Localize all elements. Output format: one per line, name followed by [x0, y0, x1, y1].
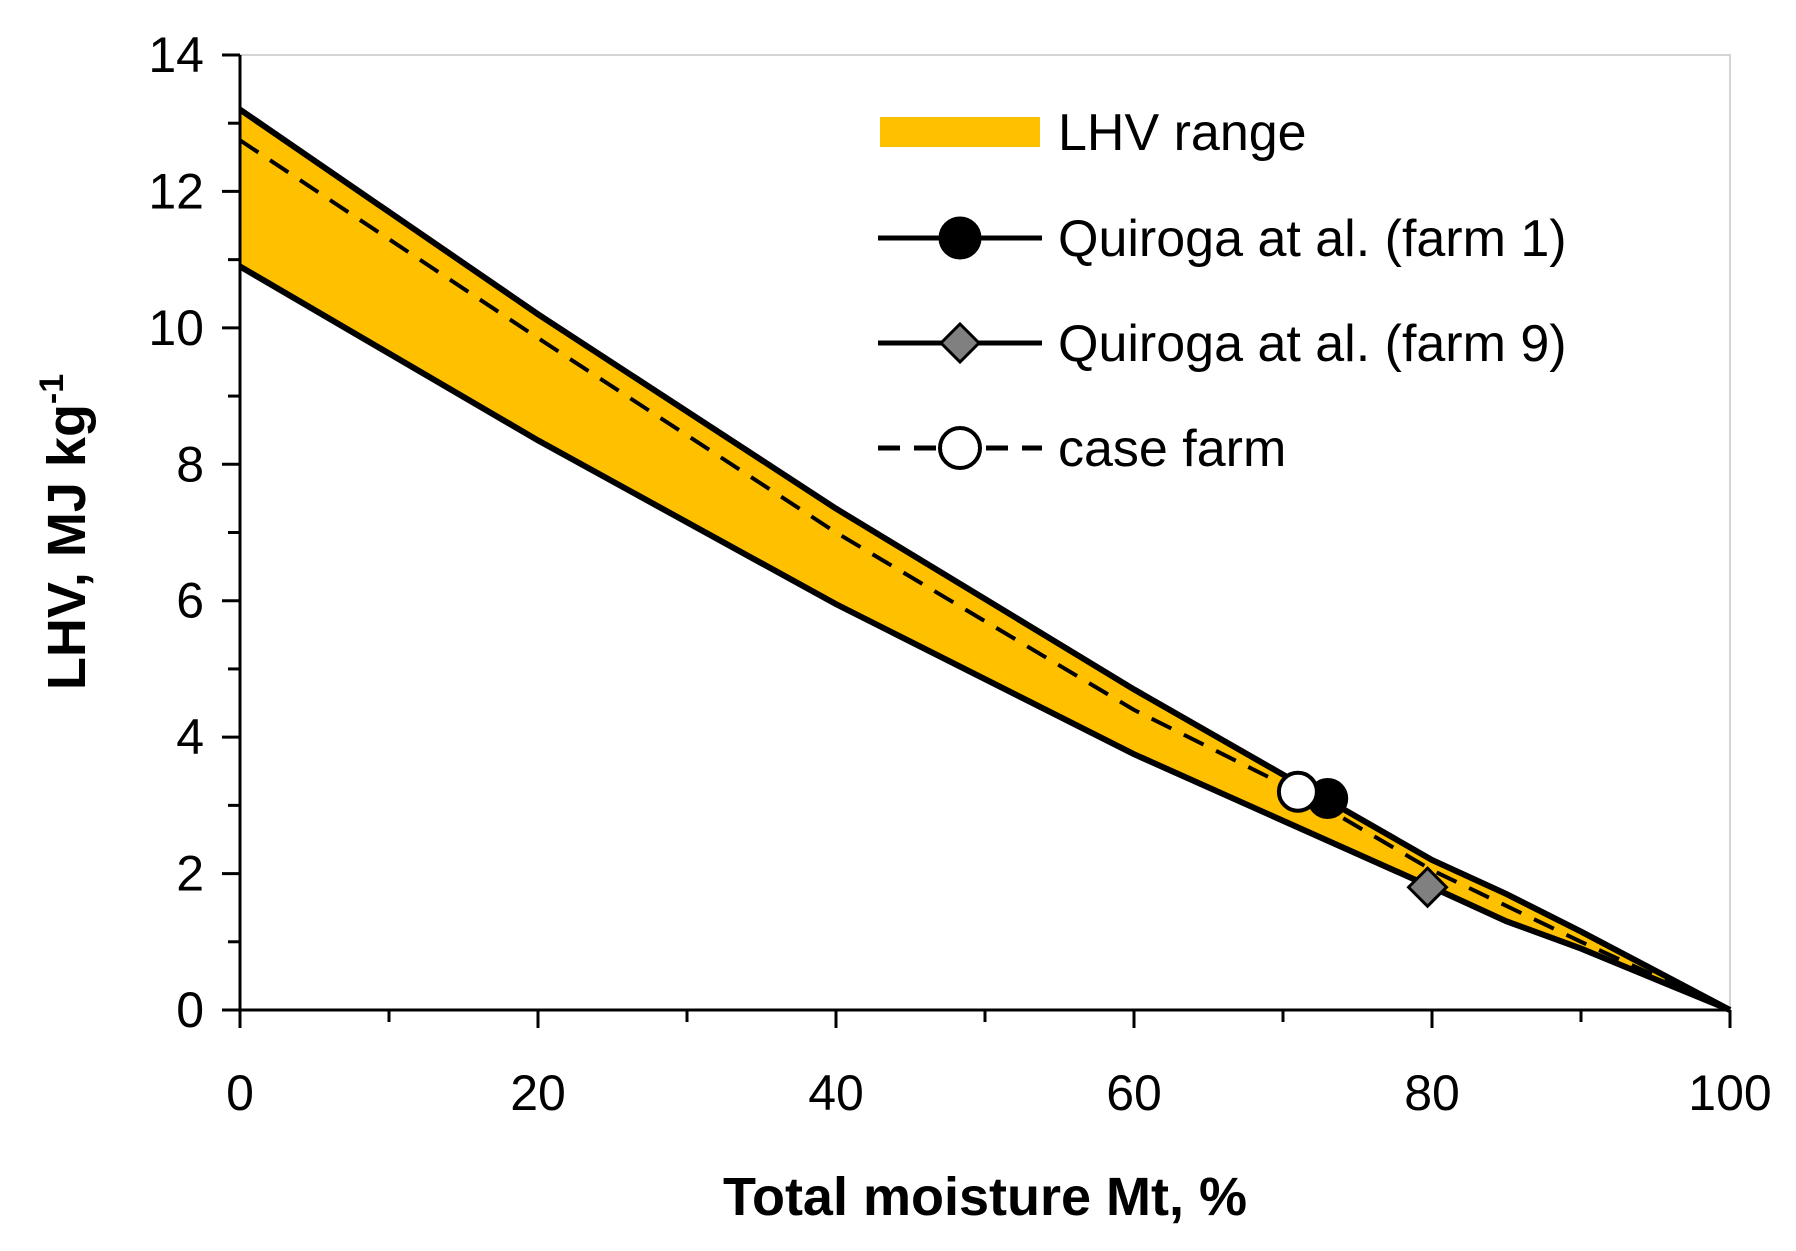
x-tick-label: 40: [808, 1065, 864, 1121]
case-farm-data-point: [1276, 770, 1319, 813]
legend-farm1-marker: [938, 216, 982, 260]
legend-item-farm1: Quiroga at al. (farm 1): [878, 210, 1567, 268]
x-axis-title: Total moisture Mt, %: [723, 1167, 1247, 1227]
y-axis-title-superscript: -1: [33, 374, 71, 404]
legend-range-label: LHV range: [1058, 104, 1307, 162]
y-tick-label: 14: [148, 27, 204, 83]
plot-frame: [239, 54, 1731, 1011]
y-tick-label: 2: [176, 846, 204, 902]
legend: LHV range Quiroga at al. (farm 1) Quirog…: [878, 104, 1567, 478]
axes: 0 2 4 6 8 10 12 14 0 20 40 60 80 100: [148, 27, 1771, 1121]
x-tick-label: 80: [1404, 1065, 1460, 1121]
legend-item-case: case farm: [878, 420, 1286, 478]
legend-item-farm9: Quiroga at al. (farm 9): [878, 315, 1567, 373]
data-markers: [1276, 770, 1449, 909]
legend-item-range: LHV range: [880, 104, 1307, 162]
x-tick-label: 20: [510, 1065, 566, 1121]
legend-farm9-marker: [938, 321, 982, 365]
plot-area: [239, 54, 1731, 1011]
y-tick-label: 10: [148, 300, 204, 356]
y-tick-label: 0: [176, 982, 204, 1038]
legend-farm9-label: Quiroga at al. (farm 9): [1058, 315, 1567, 373]
y-tick-label: 6: [176, 573, 204, 629]
y-axis-title-main: LHV, MJ kg: [37, 404, 97, 690]
legend-farm1-label: Quiroga at al. (farm 1): [1058, 210, 1567, 268]
legend-case-label: case farm: [1058, 420, 1286, 478]
legend-case-marker: [938, 426, 982, 470]
y-tick-label: 8: [176, 436, 204, 492]
y-tick-label: 12: [148, 163, 204, 219]
y-axis-title: LHV, MJ kg-1: [33, 374, 97, 690]
x-tick-label: 60: [1106, 1065, 1162, 1121]
x-tick-label: 100: [1688, 1065, 1771, 1121]
lhv-range-lower-line: [238, 263, 1732, 1013]
legend-range-swatch: [880, 117, 1040, 147]
case-farm-dashed-line: [238, 138, 1731, 1012]
farm9-data-point: [1406, 866, 1449, 909]
y-tick-label: 4: [176, 709, 204, 765]
x-tick-label: 0: [226, 1065, 254, 1121]
lhv-range-upper-line: [238, 107, 1732, 1013]
